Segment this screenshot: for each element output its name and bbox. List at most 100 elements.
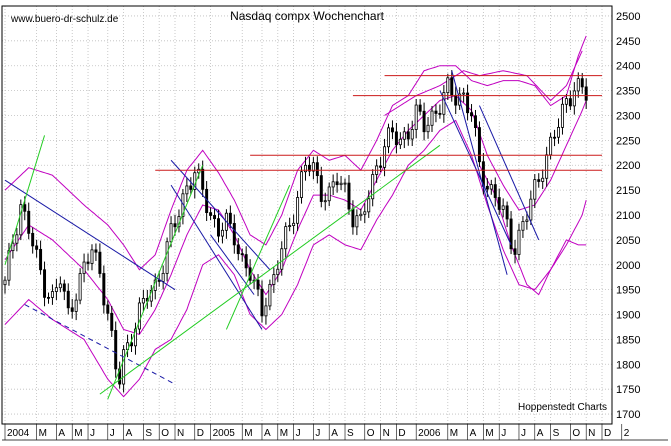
plot-frame [1,5,668,441]
candle [19,199,23,241]
candle-body [466,92,470,114]
x-tick-label: O [572,428,580,439]
candle-body [398,138,402,146]
x-tick-label: 2004 [7,428,30,439]
candle [580,72,584,94]
candle [35,239,39,258]
blue-trendline [439,90,512,246]
candle [268,279,272,311]
candle-body [82,261,86,274]
candle [430,106,434,132]
candle-body [327,186,331,202]
candle-body [387,127,390,148]
x-tick-label: S [145,428,152,439]
y-tick-label: 2050 [616,235,640,247]
candle-body [66,290,70,309]
candle-body [442,92,446,115]
green-trendline [225,184,291,330]
candle [66,283,70,315]
candle [402,126,406,149]
candle [371,169,375,207]
candle-body [509,218,513,250]
candle [31,227,35,254]
bollinger-outer-upper [384,50,583,116]
candle [406,123,410,146]
candle-body [576,78,580,92]
candle [272,267,276,293]
candle [521,216,525,238]
x-tick-label: J [315,428,320,439]
candle [367,190,371,218]
candle-body [78,273,82,301]
candle-body [90,249,94,264]
candle [497,188,501,215]
x-tick-label: A [58,428,65,439]
candle-body [11,242,15,252]
candle [165,237,169,282]
x-tick-label: D [604,428,611,439]
candle-body [351,208,355,228]
candle [15,227,19,252]
candle-body [521,221,525,231]
candle [359,208,363,221]
candle [54,278,58,301]
candle [303,156,307,181]
candle [260,280,264,323]
candle-body [584,86,588,101]
candle-body [454,94,458,106]
x-tick-label: 2 [624,428,630,439]
candle-body [545,154,549,179]
candle [161,265,165,290]
y-tick-label: 2400 [616,61,640,73]
candle [39,240,43,275]
green-trendline [99,144,441,395]
x-tick-label: S [347,428,354,439]
candle [185,177,189,202]
candle [90,244,94,271]
candle [533,174,537,209]
candle-body [288,225,292,227]
candle [189,177,193,195]
candle [122,345,126,393]
candle-body [303,164,307,173]
candle [553,129,557,147]
candle [311,157,315,180]
candle-body [3,279,7,286]
blue-trendline [478,105,540,241]
candle [323,192,327,211]
candle-body [296,197,300,224]
candle [557,118,560,144]
candle [58,276,62,293]
candle [331,174,335,196]
candle-body [220,229,224,237]
candle-body [31,232,35,247]
x-tick-label: 2006 [418,428,441,439]
y-tick-label: 1950 [616,285,640,297]
candle [473,109,477,137]
candle [47,292,50,304]
candle-body [260,288,264,317]
candle-body [335,181,339,186]
x-tick-label: N [177,428,184,439]
candle-body [568,98,572,107]
candle-body [276,268,280,276]
candle [545,146,549,187]
y-tick-label: 2200 [616,160,640,172]
blue-trendline [24,304,176,385]
candle-body [244,254,248,269]
candle [106,300,110,321]
candle-body [572,90,576,107]
candle [505,201,509,228]
y-tick-label: 2150 [616,185,640,197]
candle-body [209,212,213,216]
candle-body [54,287,58,292]
candle [62,279,66,301]
candle [78,268,82,305]
candle-body [43,269,47,298]
candle [327,182,331,207]
candle [43,261,47,307]
candle-body [406,131,410,140]
candle-body [557,126,560,138]
x-tick-label: A [264,428,271,439]
candle [264,297,268,325]
